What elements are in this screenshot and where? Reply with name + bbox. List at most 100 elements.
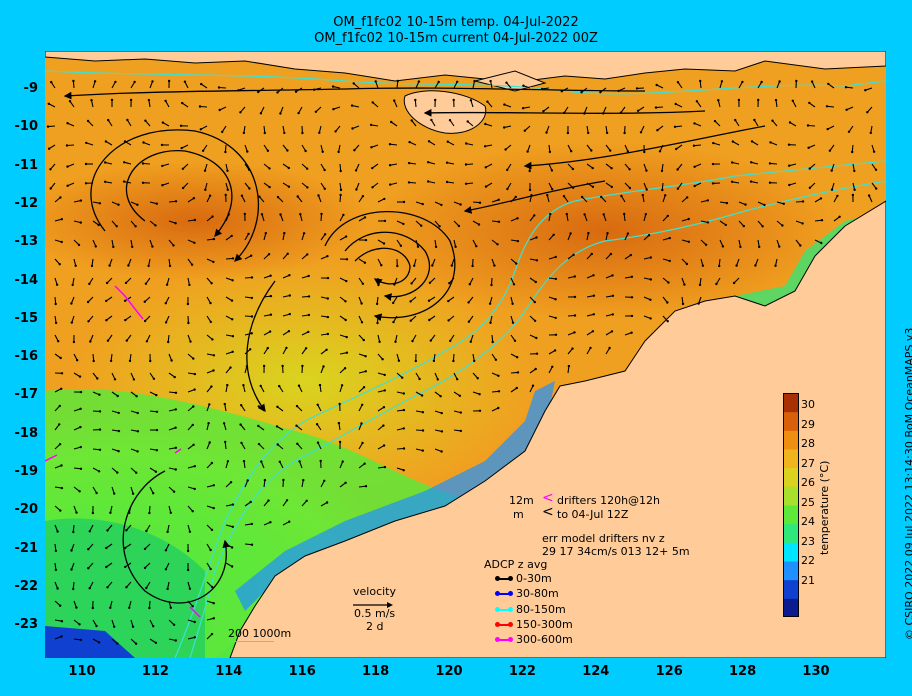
current-arrow-head (431, 264, 434, 267)
current-arrow-head (711, 162, 715, 166)
current-arrow-head (164, 321, 168, 324)
current-arrow-head (649, 256, 652, 259)
current-arrow-head (546, 194, 549, 197)
current-arrow-head (122, 180, 126, 183)
current-arrow-head (191, 510, 194, 513)
current-arrow-head (787, 143, 791, 146)
current-arrow-head (345, 335, 348, 339)
current-arrow-head (540, 87, 544, 91)
x-axis-label: 124 (582, 664, 610, 679)
current-arrow-head (592, 274, 595, 277)
current-arrow-head (554, 298, 557, 301)
current-arrow-head (872, 150, 876, 153)
current-arrow-head (845, 108, 848, 111)
current-arrow-head (285, 346, 288, 350)
current-arrow-head (350, 104, 354, 107)
current-arrow-head (127, 264, 130, 267)
current-arrow-head (58, 443, 62, 446)
current-vectors (63, 87, 766, 604)
depth-contour-legend: 200 1000m (228, 627, 292, 640)
current-arrow-head (77, 243, 81, 247)
current-arrow-head (71, 283, 74, 287)
current-arrow-head (250, 254, 253, 257)
current-arrow-head (188, 530, 192, 533)
current-arrow-head (288, 294, 291, 297)
current-arrow-head (503, 103, 506, 106)
current-arrow-head (725, 201, 729, 205)
current-arrow-head (409, 319, 412, 322)
current-arrow-head (288, 312, 291, 316)
current-arrow-head (825, 105, 829, 108)
current-arrow-head (493, 264, 496, 267)
current-arrow-head (830, 188, 834, 191)
current-arrow-head (583, 213, 586, 216)
current-arrow-head (530, 194, 533, 197)
current-arrow-head (179, 124, 183, 128)
current-arrow-head (788, 164, 791, 167)
colorbar-tick-label: 25 (801, 495, 815, 509)
current-arrow-head (774, 264, 777, 267)
colorbar-segment (783, 430, 799, 450)
current-arrow-head (497, 390, 501, 393)
current-arrow-head (87, 567, 90, 570)
current-arrow-head (230, 565, 234, 568)
current-arrow-head (231, 335, 235, 338)
current-arrow-head (361, 195, 365, 198)
current-arrow-head (758, 245, 761, 249)
current-arrow-head (106, 529, 109, 532)
current-arrow-head (133, 80, 136, 84)
current-arrow-head (668, 236, 671, 240)
current-arrow-head (161, 184, 164, 187)
current-arrow-head (66, 165, 69, 168)
current-arrow-head (164, 99, 167, 103)
current-arrow-head (103, 180, 107, 183)
current-arrow-head (713, 119, 717, 123)
current-arrow-head (285, 499, 289, 502)
current-arrow-head (363, 462, 366, 465)
current-arrow-head (181, 186, 185, 190)
current-arrow-head (649, 298, 652, 301)
current-arrow-head (204, 188, 207, 191)
current-arrow-head (104, 161, 107, 164)
colorbar-segment (783, 542, 799, 562)
current-arrow-head (491, 340, 494, 344)
current-arrow-head (589, 346, 592, 350)
current-arrow-head (535, 352, 539, 355)
current-arrow-head (268, 185, 271, 189)
current-arrow-head (393, 99, 396, 102)
current-arrow-head (374, 80, 377, 83)
current-arrow-head (636, 109, 640, 112)
current-arrow-head (260, 460, 263, 463)
drifter-legend-depth2: m (513, 508, 524, 521)
current-arrow-head (468, 283, 471, 286)
current-arrow-head (497, 220, 501, 223)
current-arrow-head (660, 169, 664, 173)
current-arrow-head (428, 318, 431, 322)
current-arrow-head (753, 118, 756, 122)
current-arrow-head (203, 169, 207, 172)
colorbar-segment (783, 579, 799, 599)
current-arrow-head (647, 234, 651, 237)
current-arrow-head (250, 543, 254, 546)
current-arrow-head (602, 112, 605, 115)
current-arrow-head (554, 333, 558, 336)
current-arrow-head (306, 253, 309, 256)
current-arrow-head (739, 245, 742, 249)
current-arrow-head (711, 182, 715, 185)
current-arrow-head (383, 389, 386, 392)
current-arrow-head (344, 235, 348, 238)
current-arrow-head (827, 82, 830, 86)
current-arrow-head (167, 340, 170, 344)
drifter-legend-depth: 12m (509, 494, 534, 507)
current-arrow-head (116, 471, 119, 474)
current-arrow-head (370, 146, 373, 149)
current-arrow-head (79, 445, 82, 449)
current-arrow-head (838, 215, 841, 218)
adcp-swatch-icon (495, 637, 513, 643)
current-arrow-head (791, 99, 794, 102)
current-arrow-head (571, 167, 575, 171)
current-arrow-head (174, 639, 177, 642)
current-arrow-head (113, 378, 117, 381)
current-arrow-head (174, 200, 178, 203)
current-arrow-head (295, 404, 299, 408)
